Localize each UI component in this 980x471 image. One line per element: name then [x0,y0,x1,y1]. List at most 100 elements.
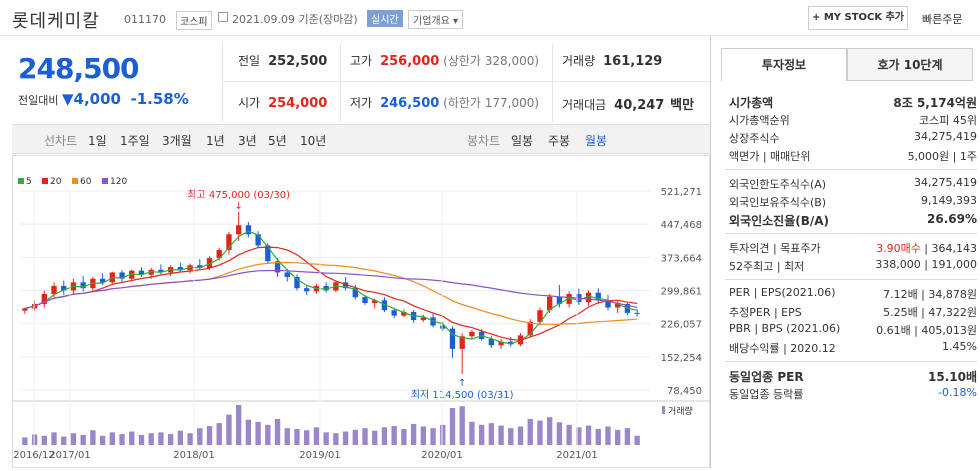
open-label: 시가 [238,96,261,110]
date-label: 2021.09.09 기준(장마감) [232,13,358,26]
volume-bar [167,434,174,445]
divider [725,279,977,280]
volume-bar [197,428,203,445]
volume-bar [391,426,397,445]
x-tick-label: 2017/01 [49,450,91,461]
quick-order-link[interactable]: 빠른주문 [922,13,963,26]
trade-amount: 거래대금 40,247 백만 [562,94,694,113]
candle [323,285,329,291]
tab-daily[interactable]: 일봉 [511,134,534,148]
row-label: 동일업종 PER [729,370,804,384]
price-box: 248,500 전일대비 ▼4,000 -1.58% [12,44,222,122]
candle [235,225,242,235]
tab-monthly[interactable]: 월봉 [585,134,608,148]
tab-1w[interactable]: 1주일 [120,134,150,148]
legend-swatch [18,178,24,184]
volume-bar [352,429,358,445]
volume-value: 161,129 [603,54,663,69]
volume-bar [517,426,524,445]
sector-per-row: 동일업종 PER 15.10배 [729,368,977,384]
tab-order-book[interactable]: 호가 10단계 [847,48,973,81]
x-tick-label: 2020/01 [421,450,463,461]
price-change: 전일대비 ▼4,000 -1.58% [18,90,189,108]
week52-row: 52주최고 | 최저 338,000 | 191,000 [729,258,977,274]
volume-bar [177,430,184,445]
down-arrow-icon: ↓ [234,201,242,212]
volume-bar [138,434,145,445]
change-percent: -1.58% [130,90,189,108]
row-label: 52주최고 | 최저 [729,260,805,273]
row-label: 시가총액순위 [729,114,790,127]
divider [725,169,977,170]
volume-bar [284,428,290,445]
tab-5y[interactable]: 5년 [268,134,287,148]
candle [391,310,397,316]
stock-code: 011170 [124,13,166,26]
volume-legend-swatch [662,406,665,414]
target-price-row: 투자의견 | 목표주가 3.90매수 | 364,143 [729,240,977,256]
row-value: 34,275,419 [914,176,977,189]
volume: 거래량 161,129 [562,52,662,69]
row-value: 7.12배 | 34,878원 [883,288,977,301]
volume-bar [235,405,242,445]
divider [725,361,977,362]
tab-3m[interactable]: 3개월 [162,134,192,148]
candle [274,261,281,273]
tab-10y[interactable]: 10년 [300,134,327,148]
candle [352,288,358,298]
down-arrow-icon: ▼ [61,90,74,108]
candle [265,245,271,262]
add-mystock-button[interactable]: + MY STOCK 추가 [808,6,908,30]
candle [381,300,388,311]
low-value: 246,500 [380,96,440,111]
ma-line-120 [24,269,638,309]
prev-label: 전일 [238,54,261,68]
volume-bar [255,421,261,445]
volume-bar [478,424,485,445]
volume-bar [401,429,407,445]
current-price: 248,500 [18,52,140,85]
high-annotation: 최고 475,000 (03/30) [187,189,290,201]
tab-investment-info[interactable]: 투자정보 [721,48,847,81]
low-price: 저가 246,500 (하한가 177,000) [350,94,539,111]
candle [245,225,252,235]
realtime-badge[interactable]: 실시간 [367,10,403,27]
prev-value: 252,500 [268,54,328,69]
candle [488,338,495,346]
volume-bar [459,406,465,445]
candle [401,312,407,316]
candle [129,270,135,279]
volume-bar [304,430,310,445]
row-label: PER | EPS(2021.06) [729,286,836,299]
row-value: 8조 5,174억원 [893,96,977,110]
row-label: 배당수익률 | 2020.12 [729,342,836,355]
candle [255,234,261,246]
y-tick-label: 226,057 [661,320,702,331]
candle [216,249,222,259]
tab-1d[interactable]: 1일 [88,134,107,148]
volume-bar [595,429,601,445]
volume-bar [109,432,116,445]
y-tick-label: 373,664 [661,253,702,264]
volume-bar [624,428,631,445]
row-value: 코스피 45위 [919,114,977,127]
amount-value: 40,247 [614,98,665,113]
tab-1y[interactable]: 1년 [206,134,225,148]
divider [725,233,977,234]
divider [222,81,710,82]
company-info-dropdown[interactable]: 기업개요 ▾ [408,10,464,29]
volume-bar [99,435,106,445]
row-value: 5,000원 | 1주 [907,150,977,163]
tab-weekly[interactable]: 주봉 [548,134,571,148]
volume-bar [51,432,57,445]
tab-3y[interactable]: 3년 [238,134,257,148]
x-tick-label: 2016/12 [13,450,55,461]
volume-bar [410,423,417,445]
volume-bar [22,437,28,445]
divider [552,44,553,122]
volume-bar [537,420,543,445]
lower-limit: (하한가 177,000) [443,96,540,110]
info-row: 시가총액 8조 5,174억원 [729,94,977,110]
candle [177,267,184,271]
